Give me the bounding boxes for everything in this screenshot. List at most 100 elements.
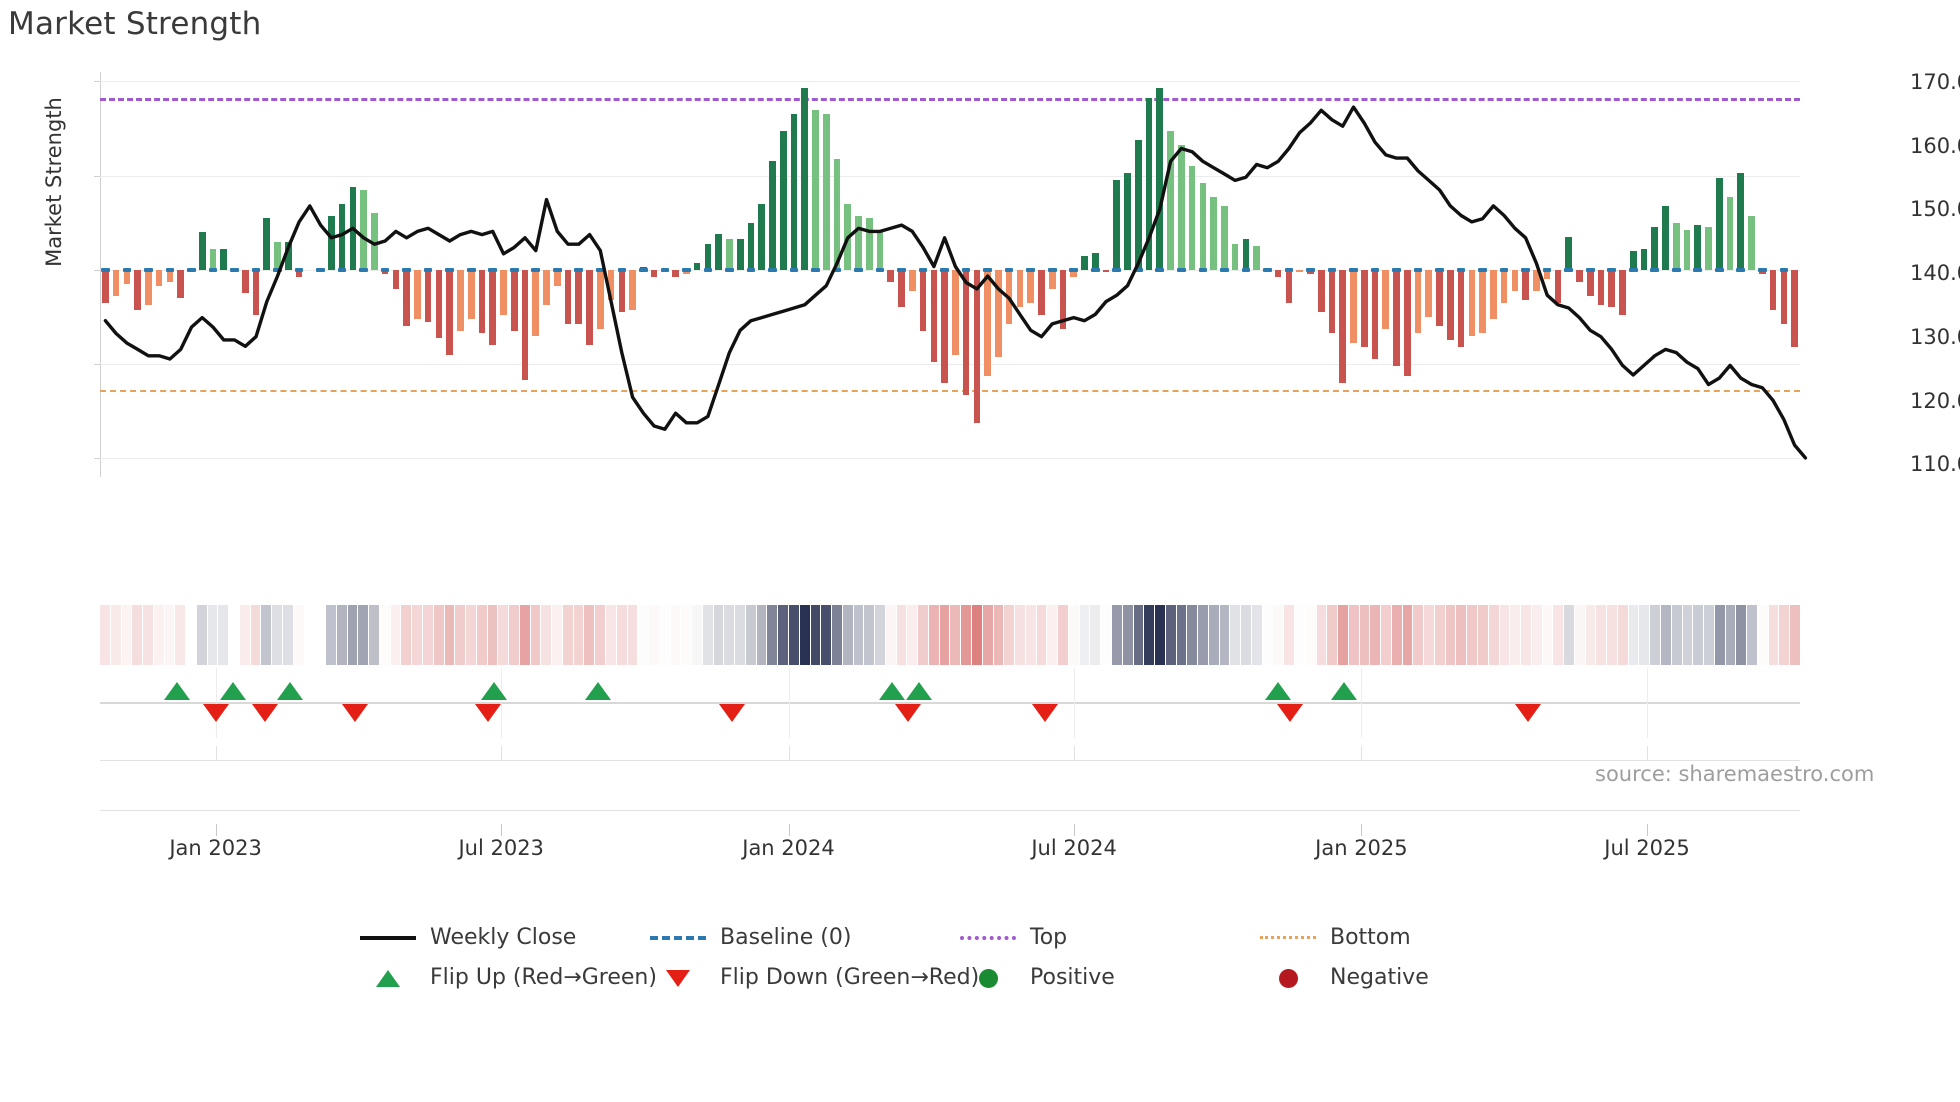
strength-bar [1479,269,1486,334]
strength-bar [1511,269,1519,291]
flip-up-marker [481,682,508,700]
baseline-dash [1607,267,1617,272]
strength-bar [930,269,938,362]
x-axis-connector [1361,746,1363,760]
baseline-dash [940,267,949,272]
baseline-dash [832,267,842,272]
baseline-dash [445,267,454,272]
legend-swatch [360,927,416,949]
baseline-dash [1499,267,1509,272]
flip-up-marker [1265,682,1292,700]
baseline-dash [1779,267,1789,272]
baseline-dash [1413,267,1423,272]
strength-bar [360,189,367,270]
heat-cell [1402,605,1413,665]
strength-bar [1565,236,1572,270]
baseline-dash [337,267,347,272]
triangle-down-icon [666,969,690,987]
strength-bar [1554,269,1562,303]
gridline [100,269,1800,271]
strength-bar [941,269,948,383]
baseline-dash [531,267,541,272]
circle-icon [1279,968,1298,988]
heat-cell [1068,605,1079,665]
heat-cell [1155,605,1165,665]
heat-cell [132,605,143,665]
baseline-dash [1564,267,1573,272]
dotted-line-icon [1260,935,1316,939]
heat-cell [1273,605,1284,665]
heat-cell [207,605,218,665]
legend-swatch [360,967,416,989]
strength-bar [995,269,1002,357]
heat-cell [972,605,982,665]
heat-cell [724,605,735,665]
strength-bar [865,217,873,270]
legend-item[interactable]: Weekly Close [360,925,576,950]
heat-cell [875,605,885,665]
heat-cell [509,605,519,665]
baseline-dash [251,267,261,272]
heat-cell [961,605,972,665]
legend-item[interactable]: Bottom [1260,925,1411,950]
y-axis-right-tick: 140.00 [1910,261,1960,286]
strength-bar [1403,269,1411,376]
strength-bar [263,217,271,270]
baseline-dash [983,267,992,272]
baseline-dash [1478,267,1487,272]
strength-bar [1188,166,1196,270]
flip-down-marker [202,704,229,722]
baseline-dash [187,267,196,272]
heat-cell [1090,605,1101,665]
legend-item[interactable]: Baseline (0) [650,925,851,950]
legend-item[interactable]: Positive [960,965,1115,990]
strength-bar [1242,239,1250,270]
strength-bar [1048,269,1056,289]
heat-cell [1768,605,1779,665]
strength-bar [704,243,712,270]
strength-bar [1253,246,1260,270]
heat-cell [326,605,336,665]
strength-bar [327,215,335,270]
heat-cell [1133,605,1144,665]
flip-down-marker [251,704,278,722]
legend-item[interactable]: Flip Up (Red→Green) [360,965,657,990]
baseline-dash [1327,267,1337,272]
strength-bar [1672,222,1680,270]
flip-markers-panel [100,668,1800,738]
heat-cell [1111,605,1122,665]
strength-bar [876,232,884,270]
baseline-dash [273,267,282,272]
baseline-dash [165,267,175,272]
strength-bar [145,269,152,306]
strength-bar [1091,253,1099,270]
heat-cell [1650,605,1661,665]
heat-cell [993,605,1004,665]
flip-panel-gridline [1074,668,1076,738]
strength-bar [1382,269,1390,329]
strength-bar [1683,229,1691,270]
x-axis-tick-label: Jul 2025 [1604,836,1690,860]
baseline-dash [811,267,820,272]
baseline-dash [574,267,584,272]
flip-up-marker [906,682,933,700]
legend-item[interactable]: Top [960,925,1067,950]
legend-item[interactable]: Negative [1260,965,1429,990]
heat-cell [283,605,293,665]
heat-cell [229,605,239,665]
strength-bar [790,114,798,270]
strength-bar [1662,206,1669,270]
strength-heat-strip [100,605,1800,665]
heat-cell [1338,605,1348,665]
legend-item[interactable]: Flip Down (Green→Red) [650,965,979,990]
y-axis-right-tick: 150.00 [1910,197,1960,222]
heat-cell [1779,605,1790,665]
baseline-dash [617,267,627,272]
strength-bar [274,241,281,270]
heat-cell [304,605,315,665]
strength-bar [962,269,970,395]
strength-bar [1296,269,1303,273]
baseline-dash [1198,267,1208,272]
x-axis-rules [100,746,1800,830]
heat-cell [1144,605,1155,665]
